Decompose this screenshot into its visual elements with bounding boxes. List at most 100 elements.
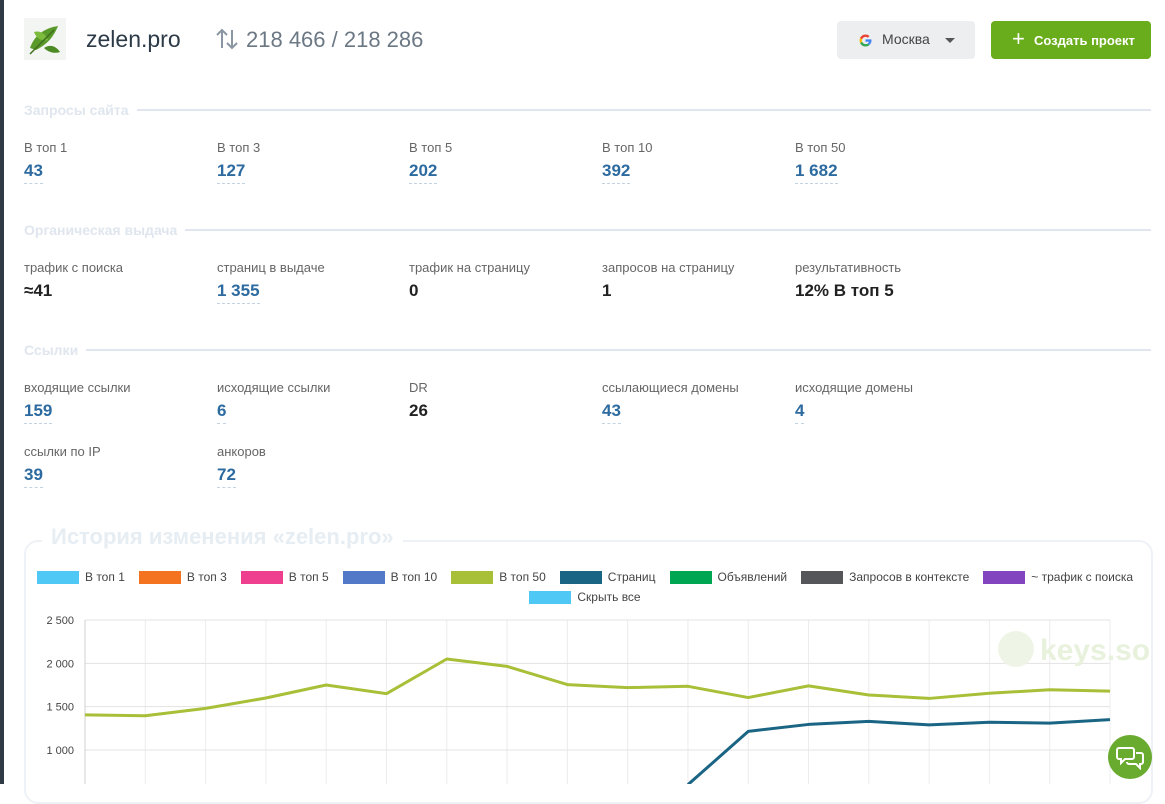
chat-bubbles-icon	[1116, 747, 1144, 770]
watermark-key-icon	[998, 631, 1034, 667]
legend-row: В топ 1 В топ 3 В топ 5 В топ 10 В топ 50 Стр…	[30, 570, 1140, 584]
metric-outbound-domains: исходящие домены 4	[795, 380, 913, 424]
metric-label: исходящие домены	[795, 380, 913, 395]
metric-value: 0	[409, 281, 419, 300]
metric-value: 12% В топ 5	[795, 281, 894, 300]
legend-label: В топ 1	[84, 570, 125, 584]
legend-item[interactable]: Объявлений	[669, 570, 788, 584]
metric-label: В топ 10	[602, 140, 653, 155]
legend-label: Запросов в контексте	[849, 570, 970, 584]
legend-label: Скрыть все	[577, 590, 641, 604]
section-divider	[24, 109, 1151, 111]
metric-label: В топ 50	[795, 140, 846, 155]
legend-item[interactable]: В топ 1	[36, 570, 125, 584]
metric-links-by-ip: ссылки по IP 39	[24, 444, 101, 488]
metric-dr: DR 26	[409, 380, 428, 423]
create-project-label: Создать проект	[1034, 33, 1135, 48]
metric-value[interactable]: 159	[24, 401, 53, 424]
sort-arrows-icon	[216, 28, 238, 50]
metric-label: В топ 1	[24, 140, 68, 155]
legend-swatch	[451, 570, 494, 584]
metric-value[interactable]: 4	[795, 401, 805, 424]
section-title-queries: Запросы сайта	[24, 102, 137, 118]
legend-swatch	[138, 570, 181, 584]
region-label: Москва	[882, 31, 930, 47]
legend-item[interactable]: В топ 10	[342, 570, 438, 584]
legend-swatch	[529, 590, 572, 604]
metric-label: В топ 3	[217, 140, 261, 155]
legend-swatch	[342, 570, 385, 584]
metric-value[interactable]: 72	[217, 465, 236, 488]
metric-referring-domains: ссылающиеся домены 43	[602, 380, 739, 424]
metric-queries-per-page: запросов на страницу 1	[602, 260, 734, 303]
legend-item[interactable]: В топ 3	[138, 570, 227, 584]
legend-item[interactable]: ~ трафик с поиска	[983, 570, 1133, 584]
metric-top10: В топ 10 392	[602, 140, 652, 184]
metric-value[interactable]: 392	[602, 161, 631, 184]
legend-label: В топ 10	[390, 570, 438, 584]
metric-effectiveness: результативность 12% В топ 5	[795, 260, 901, 303]
metric-value[interactable]: 1 355	[217, 281, 260, 304]
legend-item[interactable]: Запросов в контексте	[801, 570, 969, 584]
metric-label: В топ 5	[409, 140, 453, 155]
metric-label: входящие ссылки	[24, 380, 131, 395]
region-select[interactable]: Москва	[837, 21, 975, 59]
legend-label: Страниц	[607, 570, 656, 584]
section-title-organic: Органическая выдача	[24, 222, 186, 238]
metric-value[interactable]: 43	[602, 401, 621, 424]
metric-value[interactable]: 127	[217, 161, 246, 184]
legend-item[interactable]: Скрыть все	[529, 590, 641, 604]
series-line	[686, 718, 1111, 784]
metric-pages-in-serp: страниц в выдаче 1 355	[217, 260, 325, 304]
metric-label: трафик с поиска	[24, 260, 124, 275]
legend-swatch	[36, 570, 79, 584]
legend-swatch	[559, 570, 602, 584]
metric-label: исходящие ссылки	[217, 380, 331, 395]
metric-label: запросов на страницу	[602, 260, 735, 275]
metric-value[interactable]: 39	[24, 465, 43, 488]
metric-traffic-per-page: трафик на страницу 0	[409, 260, 530, 303]
y-tick-label: 2 000	[46, 658, 74, 670]
metric-inbound-links: входящие ссылки 159	[24, 380, 131, 424]
legend-item[interactable]: В топ 5	[240, 570, 329, 584]
metric-value[interactable]: 6	[217, 401, 227, 424]
metric-label: анкоров	[217, 444, 266, 459]
y-tick-label: 1 500	[46, 702, 74, 714]
metric-top50: В топ 50 1 682	[795, 140, 845, 184]
legend-label: В топ 5	[288, 570, 329, 584]
create-project-button[interactable]: + Создать проект	[991, 21, 1151, 59]
history-chart: 2 500 2 000 1 500 1 000 keys.so	[46, 615, 1150, 784]
legend-swatch	[983, 570, 1026, 584]
section-divider	[24, 349, 1151, 351]
watermark-text: keys.so	[1040, 634, 1150, 667]
metric-top5: В топ 5 202	[409, 140, 452, 184]
section-title-links: Ссылки	[24, 342, 87, 358]
legend-item[interactable]: В топ 50	[451, 570, 546, 584]
y-tick-label: 1 000	[46, 745, 74, 757]
metric-value: 26	[409, 401, 428, 420]
metric-label: трафик на страницу	[409, 260, 530, 275]
metric-anchors: анкоров 72	[217, 444, 266, 488]
metric-search-traffic: трафик с поиска ≈41	[24, 260, 123, 303]
site-logo	[24, 18, 66, 60]
metric-top1: В топ 1 43	[24, 140, 67, 184]
series-line	[84, 657, 1111, 718]
metric-label: ссылающиеся домены	[602, 380, 739, 395]
legend-label: В топ 50	[499, 570, 546, 584]
metric-value[interactable]: 202	[409, 161, 438, 184]
google-icon	[859, 34, 872, 47]
metric-label: DR	[409, 380, 428, 395]
legend-swatch	[669, 570, 712, 584]
site-name[interactable]: zelen.pro	[86, 26, 181, 52]
chart-legend: В топ 1 В топ 3 В топ 5 В топ 10 В топ 50 Стр…	[30, 570, 1140, 610]
metric-label: ссылки по IP	[24, 444, 101, 459]
metric-value: ≈41	[24, 281, 53, 300]
metric-value[interactable]: 43	[24, 161, 43, 184]
metric-value[interactable]: 1 682	[795, 161, 838, 184]
legend-item[interactable]: Страниц	[559, 570, 656, 584]
left-edge-bar	[0, 0, 4, 784]
legend-swatch	[801, 570, 844, 584]
metric-top3: В топ 3 127	[217, 140, 260, 184]
legend-label: Объявлений	[717, 570, 788, 584]
chat-button[interactable]	[1108, 735, 1152, 779]
